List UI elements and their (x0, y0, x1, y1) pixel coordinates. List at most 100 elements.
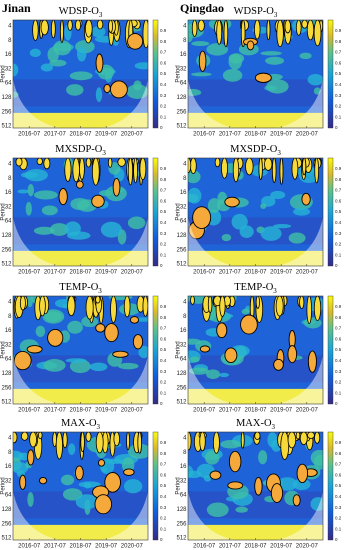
heatmap-spike (191, 20, 198, 37)
heatmap-patch (53, 40, 72, 56)
colorbar-tick-label: 0.8 (335, 177, 342, 182)
heatmap-blob (97, 459, 105, 467)
heatmap-spike (29, 432, 37, 448)
heatmap-patch (91, 26, 106, 38)
heatmap-blob (13, 350, 32, 371)
heatmap-blob (38, 476, 48, 485)
title-text: MAX-O (236, 418, 272, 429)
colorbar-tick-label: 0.1 (335, 252, 342, 257)
heatmap (188, 158, 323, 266)
x-tick-label: 2017-07 (44, 270, 67, 276)
heatmap-patch (206, 369, 221, 380)
x-tick-label: 2016-07 (193, 270, 216, 276)
heatmap-spike (295, 432, 301, 440)
colorbar-tick-label: 0.2 (160, 380, 167, 385)
colorbar (152, 19, 159, 129)
y-tick-label: 8 (8, 450, 12, 456)
heatmap-patch (204, 450, 220, 465)
panel-title: MXSDP-O3 (55, 144, 106, 156)
heatmap-blob (270, 483, 284, 503)
heatmap-spike (96, 20, 104, 30)
colorbar-tick-label: 0.2 (335, 104, 342, 109)
x-tick-label: 2019-07 (95, 132, 118, 138)
x-tick-label: 2018-07 (244, 270, 267, 276)
heatmap-spike (85, 296, 94, 320)
heatmap-patch (17, 189, 29, 194)
colorbar-tick-label: 0.9 (160, 28, 167, 33)
heatmap-patch (206, 43, 229, 56)
y-tick-label: 8 (8, 176, 12, 182)
heatmap-spike (95, 432, 104, 454)
colorbar-tick-label: 0.6 (335, 60, 342, 65)
colorbar-tick-label: 0 (335, 263, 338, 268)
x-tick-label: 2020-07 (296, 544, 319, 550)
heatmap-patch (69, 359, 91, 374)
heatmap-blob (301, 192, 311, 206)
y-tick-label: 512 (1, 124, 12, 130)
heatmap (188, 432, 323, 540)
y-tick-label: 32 (180, 478, 187, 484)
y-tick-label: 128 (176, 233, 187, 239)
x-tick-label: 2018-07 (69, 132, 92, 138)
x-tick-label: 2019-07 (270, 270, 293, 276)
colorbar-tick-label: 0 (335, 537, 338, 542)
y-tick-label: 512 (1, 400, 12, 406)
y-tick-label: 128 (176, 507, 187, 513)
y-tick-label: 128 (176, 95, 187, 101)
cone-of-influence (188, 355, 323, 404)
heatmap-patch (75, 494, 99, 510)
y-tick-label: 256 (176, 521, 187, 527)
heatmap-patch (299, 52, 312, 60)
heatmap-spike (306, 20, 315, 41)
heatmap-spike (133, 158, 138, 184)
heatmap-spike (276, 20, 284, 48)
colorbar-tick-label: 0.2 (335, 242, 342, 247)
y-tick-label: 512 (176, 400, 187, 406)
y-tick-label: 64 (5, 493, 12, 499)
colorbar-tick-label: 0.4 (335, 358, 342, 363)
y-tick-label: 64 (180, 357, 187, 363)
y-tick-label: 32 (180, 66, 187, 72)
y-tick-label: 256 (176, 247, 187, 253)
title-text: WDSP-O (234, 6, 275, 17)
heatmap-patch (293, 207, 311, 216)
heatmap-blob (47, 329, 64, 347)
heatmap-patch (188, 88, 202, 96)
heatmap-patch (313, 87, 321, 95)
title-text: WDSP-O (59, 6, 100, 17)
heatmap-spike (20, 432, 29, 441)
heatmap-spike (39, 296, 46, 317)
y-tick-label: 16 (180, 328, 187, 334)
heatmap-patch (81, 316, 99, 328)
colorbar-tick-label: 0.3 (335, 505, 342, 510)
heatmap-patch (191, 41, 210, 47)
heatmap-blob (287, 345, 298, 364)
heatmap-blob (95, 53, 104, 73)
heatmap-lowfreq (188, 112, 323, 128)
colorbar-tick-label: 0.8 (160, 177, 167, 182)
colorbar-tick-label: 0.8 (160, 451, 167, 456)
heatmap-spike (110, 296, 117, 324)
title-text: TEMP-O (234, 282, 274, 293)
heatmap-patch (27, 184, 34, 197)
heatmap-patch (188, 338, 201, 345)
title-subscript: 3 (273, 287, 277, 295)
heatmap-patch (33, 190, 58, 200)
heatmap-spike (43, 158, 51, 170)
colorbar-tick-label: 0.7 (160, 188, 167, 193)
panel-title: WDSP-O3 (59, 6, 103, 18)
y-tick-label: 256 (1, 521, 12, 527)
colorbar-tick-label: 0 (335, 125, 338, 130)
y-axis-label: Period (1, 477, 7, 494)
x-tick-label: 2016-07 (193, 544, 216, 550)
heatmap-patch (27, 491, 34, 507)
colorbar-tick-label: 0.4 (335, 494, 342, 499)
heatmap-spike (188, 432, 192, 451)
y-tick-label: 4 (8, 24, 12, 30)
heatmap-blob (199, 345, 211, 353)
y-tick-label: 8 (183, 450, 187, 456)
colorbar-tick-label: 0.2 (160, 242, 167, 247)
heatmap-spike (306, 296, 312, 324)
